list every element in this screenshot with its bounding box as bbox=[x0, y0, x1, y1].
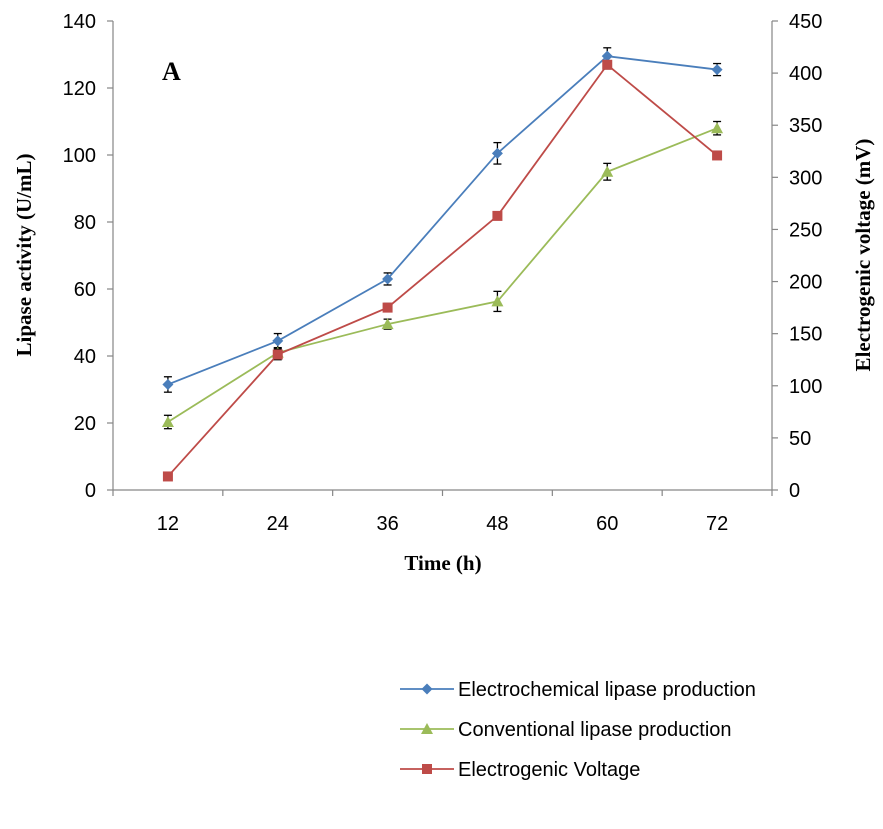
ticks: 0 20 40 60 80 100 120 140 0 50 100 150 200 250 300 350 4… bbox=[63, 11, 823, 535]
data-point bbox=[272, 349, 283, 360]
y-right-tick-label: 350 bbox=[789, 115, 822, 137]
y-right-tick-label: 300 bbox=[789, 167, 822, 189]
legend: Electrochemical lipase production Convent… bbox=[400, 679, 756, 781]
data-point bbox=[491, 147, 503, 159]
x-tick-label: 36 bbox=[376, 513, 398, 535]
legend-entry: Electrogenic Voltage bbox=[400, 759, 640, 781]
series-0 bbox=[162, 47, 723, 393]
plot-area bbox=[161, 47, 724, 482]
y-right-tick-label: 0 bbox=[789, 480, 800, 502]
series-line bbox=[167, 127, 718, 423]
data-point bbox=[601, 165, 614, 177]
y-right-tick-label: 50 bbox=[789, 428, 811, 450]
panel-label: A bbox=[162, 57, 181, 86]
data-point bbox=[711, 122, 724, 134]
legend-entry: Electrochemical lipase production bbox=[400, 679, 756, 701]
x-tick-label: 48 bbox=[486, 513, 508, 535]
data-point bbox=[161, 415, 174, 427]
data-point bbox=[382, 273, 394, 285]
data-point bbox=[602, 59, 613, 70]
legend-marker bbox=[422, 764, 432, 774]
y-left-tick-label: 40 bbox=[74, 346, 96, 368]
y-right-tick-label: 100 bbox=[789, 376, 822, 398]
legend-label: Electrochemical lipase production bbox=[458, 679, 756, 701]
y-left-tick-label: 20 bbox=[74, 413, 96, 435]
data-point bbox=[381, 318, 394, 330]
y-left-tick-label: 140 bbox=[63, 11, 96, 33]
data-point bbox=[162, 378, 174, 390]
data-point bbox=[491, 295, 504, 307]
legend-label: Electrogenic Voltage bbox=[458, 759, 640, 781]
data-point bbox=[272, 335, 284, 347]
legend-entry: Conventional lipase production bbox=[400, 719, 732, 741]
axes bbox=[112, 21, 773, 491]
x-tick-label: 60 bbox=[596, 513, 618, 535]
y-right-tick-label: 250 bbox=[789, 219, 822, 241]
x-axis-title: Time (h) bbox=[404, 551, 481, 575]
y-left-tick-label: 60 bbox=[74, 279, 96, 301]
x-tick-label: 72 bbox=[706, 513, 728, 535]
y-axis-right-title: Electrogenic voltage (mV) bbox=[851, 139, 875, 372]
y-right-tick-label: 450 bbox=[789, 11, 822, 33]
series-2 bbox=[162, 59, 723, 482]
legend-marker bbox=[421, 723, 433, 734]
series-line bbox=[167, 55, 718, 386]
y-right-tick-label: 150 bbox=[789, 324, 822, 346]
data-point bbox=[601, 50, 613, 62]
y-right-tick-label: 200 bbox=[789, 272, 822, 294]
y-right-tick-label: 400 bbox=[789, 63, 822, 85]
data-point bbox=[162, 471, 173, 482]
data-point bbox=[712, 150, 723, 161]
y-left-tick-label: 100 bbox=[63, 145, 96, 167]
x-tick-label: 12 bbox=[157, 513, 179, 535]
y-left-tick-label: 80 bbox=[74, 212, 96, 234]
data-point bbox=[711, 64, 723, 76]
legend-label: Conventional lipase production bbox=[458, 719, 732, 741]
y-left-tick-label: 120 bbox=[63, 78, 96, 100]
series-1 bbox=[161, 120, 724, 430]
y-left-tick-label: 0 bbox=[85, 480, 96, 502]
x-tick-label: 24 bbox=[267, 513, 289, 535]
legend-marker bbox=[421, 683, 433, 695]
y-axis-left-title: Lipase activity (U/mL) bbox=[12, 154, 36, 357]
data-point bbox=[382, 302, 393, 313]
series-line bbox=[167, 63, 718, 478]
data-point bbox=[492, 210, 503, 221]
